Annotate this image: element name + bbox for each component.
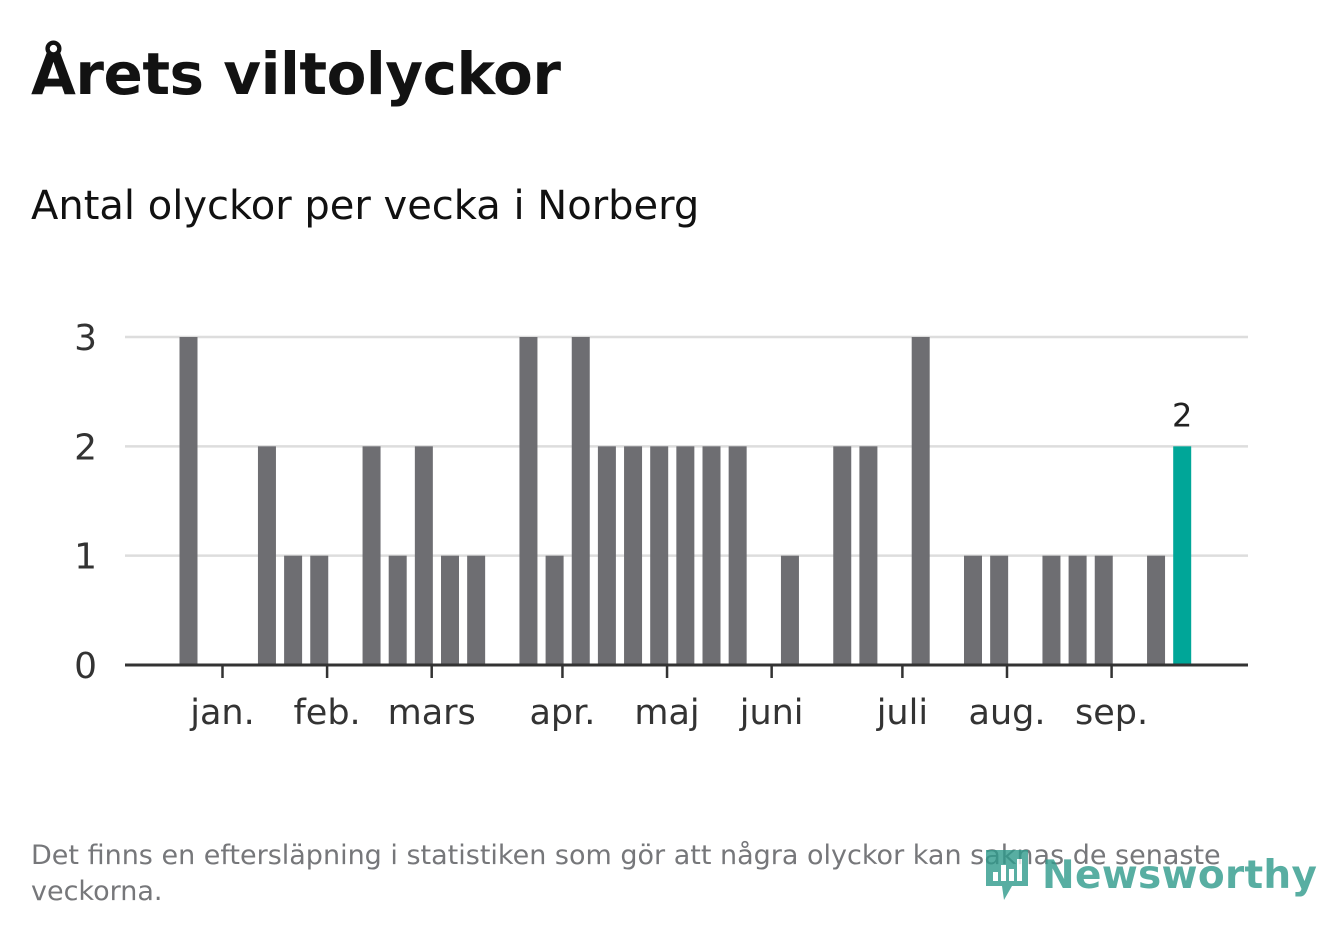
bar bbox=[545, 555, 564, 665]
bar bbox=[571, 337, 590, 665]
latest-value-label: 2 bbox=[1172, 396, 1192, 434]
bar bbox=[1147, 555, 1166, 665]
chart-title: Årets viltolyckor bbox=[31, 40, 561, 108]
bar bbox=[859, 446, 878, 665]
bar-latest-week bbox=[1173, 446, 1192, 665]
x-tick-label: jan. bbox=[189, 693, 254, 733]
bar bbox=[179, 337, 198, 665]
chart-subtitle: Antal olyckor per vecka i Norberg bbox=[31, 183, 700, 229]
x-tick-label: feb. bbox=[293, 693, 360, 733]
logo-text: Newsworthy bbox=[1042, 852, 1318, 898]
bar bbox=[1068, 555, 1087, 665]
y-tick-label: 3 bbox=[74, 318, 97, 359]
x-tick-label: juni bbox=[739, 693, 804, 733]
bar bbox=[676, 446, 695, 665]
x-tick-label: apr. bbox=[529, 693, 595, 733]
bar bbox=[597, 446, 616, 665]
bar bbox=[388, 555, 407, 665]
bar bbox=[964, 555, 982, 665]
bar bbox=[1042, 555, 1061, 665]
bar bbox=[624, 446, 643, 665]
bar bbox=[728, 446, 747, 665]
bar bbox=[911, 337, 930, 665]
bar bbox=[362, 446, 381, 665]
y-tick-label: 2 bbox=[74, 427, 97, 468]
y-axis-tick-labels: 0 1 2 3 bbox=[74, 318, 97, 687]
y-tick-label: 1 bbox=[74, 537, 97, 578]
x-tick-label: aug. bbox=[969, 693, 1046, 733]
bar bbox=[990, 555, 1009, 665]
x-tick-label: mars bbox=[388, 693, 476, 733]
bar bbox=[467, 555, 486, 665]
bar bbox=[702, 446, 721, 665]
bar bbox=[310, 555, 329, 665]
bar-chart-speech-bubble-icon bbox=[986, 850, 1028, 900]
bar bbox=[519, 337, 538, 665]
y-tick-label: 0 bbox=[74, 646, 97, 687]
bar bbox=[1094, 555, 1113, 665]
bar-chart: 0 1 2 3 2 jan. feb. mars apr. maj juni juli aug. se… bbox=[74, 318, 1248, 733]
x-axis-ticks: jan. feb. mars apr. maj juni juli aug. sep. bbox=[189, 665, 1148, 733]
bar bbox=[284, 555, 303, 665]
bar bbox=[441, 555, 459, 665]
newsworthy-logo: Newsworthy bbox=[982, 846, 1317, 904]
bar bbox=[650, 446, 669, 665]
bar bbox=[780, 555, 799, 665]
bar bbox=[833, 446, 852, 665]
x-tick-label: maj bbox=[634, 693, 699, 733]
bar bbox=[414, 446, 433, 665]
bar bbox=[257, 446, 276, 665]
x-tick-label: sep. bbox=[1075, 693, 1148, 733]
bars: 2 bbox=[179, 337, 1192, 665]
x-tick-label: juli bbox=[876, 693, 928, 733]
